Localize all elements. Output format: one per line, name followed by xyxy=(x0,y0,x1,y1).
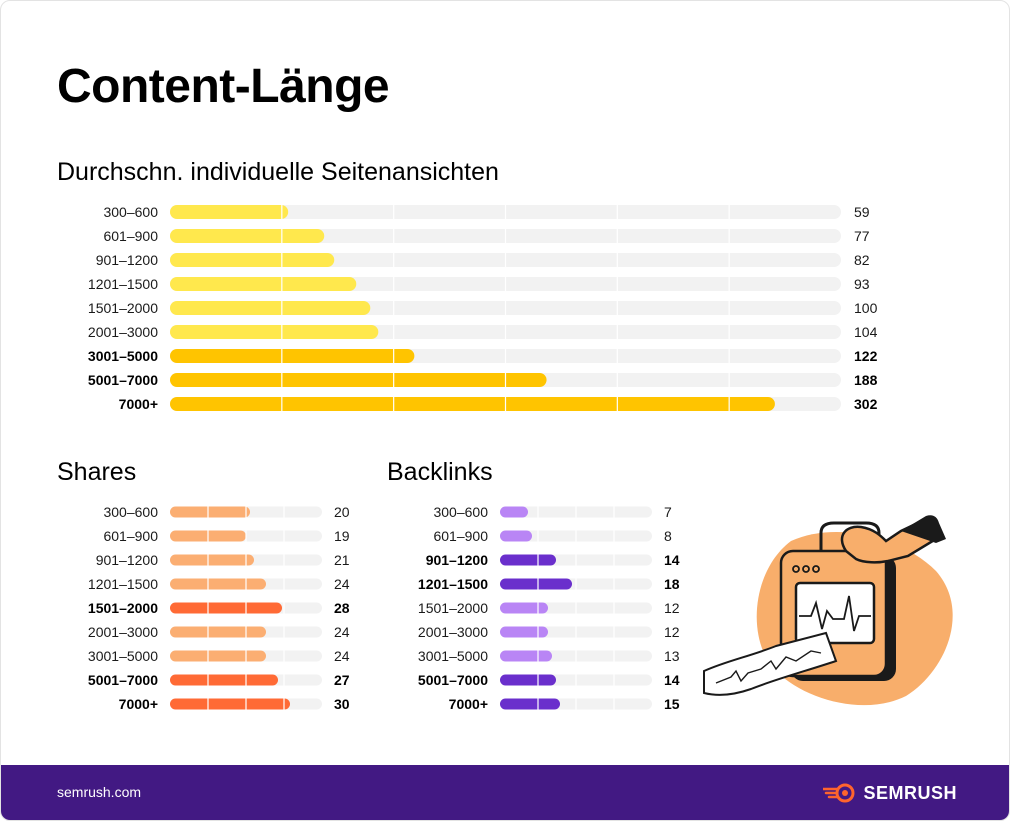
backlinks-bar xyxy=(500,578,572,590)
shares-value-label: 28 xyxy=(334,600,350,616)
backlinks-category-label: 901–1200 xyxy=(426,552,489,568)
backlinks-value-label: 12 xyxy=(664,600,680,616)
backlinks-category-label: 601–900 xyxy=(433,528,488,544)
backlinks-category-label: 3001–5000 xyxy=(418,648,488,664)
pageviews-value-label: 59 xyxy=(854,204,870,220)
pageviews-bar xyxy=(170,277,357,291)
shares-category-label: 300–600 xyxy=(103,504,158,520)
pageviews-bar xyxy=(170,301,371,315)
pageviews-category-label: 1201–1500 xyxy=(88,276,158,292)
shares-value-label: 27 xyxy=(334,672,350,688)
pageviews-bar xyxy=(170,349,415,363)
backlinks-category-label: 1201–1500 xyxy=(418,576,488,592)
shares-bar xyxy=(170,554,254,566)
pageviews-category-label: 3001–5000 xyxy=(88,348,158,364)
backlinks-value-label: 13 xyxy=(664,648,680,664)
pageviews-category-label: 300–600 xyxy=(103,204,158,220)
semrush-fireball-icon xyxy=(823,783,855,803)
pageviews-category-label: 5001–7000 xyxy=(88,372,158,388)
shares-category-label: 901–1200 xyxy=(96,552,159,568)
footer: semrush.com SEMRUSH xyxy=(1,765,1009,820)
backlinks-category-label: 300–600 xyxy=(433,504,488,520)
backlinks-bar xyxy=(500,530,532,542)
backlinks-category-label: 2001–3000 xyxy=(418,624,488,640)
pageviews-bar xyxy=(170,229,325,243)
backlinks-category-label: 7000+ xyxy=(449,696,488,712)
backlinks-chart: 300–600 7 601–900 8 901–1200 14 1201–1500 18 150… xyxy=(418,504,680,712)
chart-title-shares: Shares xyxy=(57,458,137,486)
backlinks-bar xyxy=(500,626,548,638)
shares-category-label: 2001–3000 xyxy=(88,624,158,640)
page-title: Content-Länge xyxy=(57,60,390,113)
shares-value-label: 19 xyxy=(334,528,350,544)
shares-bar xyxy=(170,698,290,710)
shares-value-label: 24 xyxy=(334,648,350,664)
backlinks-value-label: 14 xyxy=(664,672,680,688)
pageviews-value-label: 302 xyxy=(854,396,878,412)
pageviews-value-label: 104 xyxy=(854,324,878,340)
pageviews-category-label: 601–900 xyxy=(103,228,158,244)
shares-category-label: 5001–7000 xyxy=(88,672,158,688)
shares-bar xyxy=(170,626,266,638)
shares-value-label: 24 xyxy=(334,624,350,640)
shares-value-label: 20 xyxy=(334,504,350,520)
backlinks-category-label: 1501–2000 xyxy=(418,600,488,616)
shares-category-label: 1201–1500 xyxy=(88,576,158,592)
pageviews-chart: 300–600 59 601–900 77 901–1200 82 1201–1500 93 1… xyxy=(88,204,878,412)
pageviews-bar xyxy=(170,253,335,267)
backlinks-value-label: 15 xyxy=(664,696,680,712)
backlinks-bar xyxy=(500,674,556,686)
shares-bar xyxy=(170,506,250,518)
pageviews-category-label: 901–1200 xyxy=(96,252,159,268)
pageviews-value-label: 188 xyxy=(854,372,878,388)
chart-title-pageviews: Durchschn. individuelle Seitenansichten xyxy=(57,158,499,186)
shares-value-label: 21 xyxy=(334,552,350,568)
shares-category-label: 3001–5000 xyxy=(88,648,158,664)
shares-bar xyxy=(170,602,282,614)
backlinks-value-label: 8 xyxy=(664,528,672,544)
shares-value-label: 24 xyxy=(334,576,350,592)
pageviews-category-label: 1501–2000 xyxy=(88,300,158,316)
pageviews-value-label: 82 xyxy=(854,252,870,268)
pageviews-value-label: 93 xyxy=(854,276,870,292)
backlinks-bar xyxy=(500,650,552,662)
pageviews-value-label: 122 xyxy=(854,348,878,364)
backlinks-value-label: 14 xyxy=(664,552,680,568)
pageviews-bar xyxy=(170,373,547,387)
backlinks-value-label: 12 xyxy=(664,624,680,640)
backlinks-value-label: 7 xyxy=(664,504,672,520)
shares-chart: 300–600 20 601–900 19 901–1200 21 1201–1500 24 1… xyxy=(88,504,350,712)
pageviews-category-label: 7000+ xyxy=(119,396,158,412)
semrush-logo: SEMRUSH xyxy=(823,781,957,805)
brand-name: SEMRUSH xyxy=(863,782,957,803)
pageviews-category-label: 2001–3000 xyxy=(88,324,158,340)
shares-category-label: 1501–2000 xyxy=(88,600,158,616)
pageviews-bar xyxy=(170,205,289,219)
backlinks-bar xyxy=(500,602,548,614)
backlinks-value-label: 18 xyxy=(664,576,680,592)
chart-title-backlinks: Backlinks xyxy=(387,458,493,486)
shares-bar xyxy=(170,578,266,590)
backlinks-bar xyxy=(500,506,528,518)
shares-bar xyxy=(170,650,266,662)
shares-category-label: 7000+ xyxy=(119,696,158,712)
shares-bar xyxy=(170,674,278,686)
backlinks-bar xyxy=(500,554,556,566)
pageviews-bar xyxy=(170,397,775,411)
pageviews-value-label: 100 xyxy=(854,300,878,316)
pageviews-value-label: 77 xyxy=(854,228,870,244)
shares-value-label: 30 xyxy=(334,696,350,712)
shares-category-label: 601–900 xyxy=(103,528,158,544)
heart-monitor-illustration xyxy=(703,515,953,706)
backlinks-category-label: 5001–7000 xyxy=(418,672,488,688)
footer-url[interactable]: semrush.com xyxy=(57,784,142,800)
backlinks-bar xyxy=(500,698,560,710)
pageviews-bar xyxy=(170,325,379,339)
